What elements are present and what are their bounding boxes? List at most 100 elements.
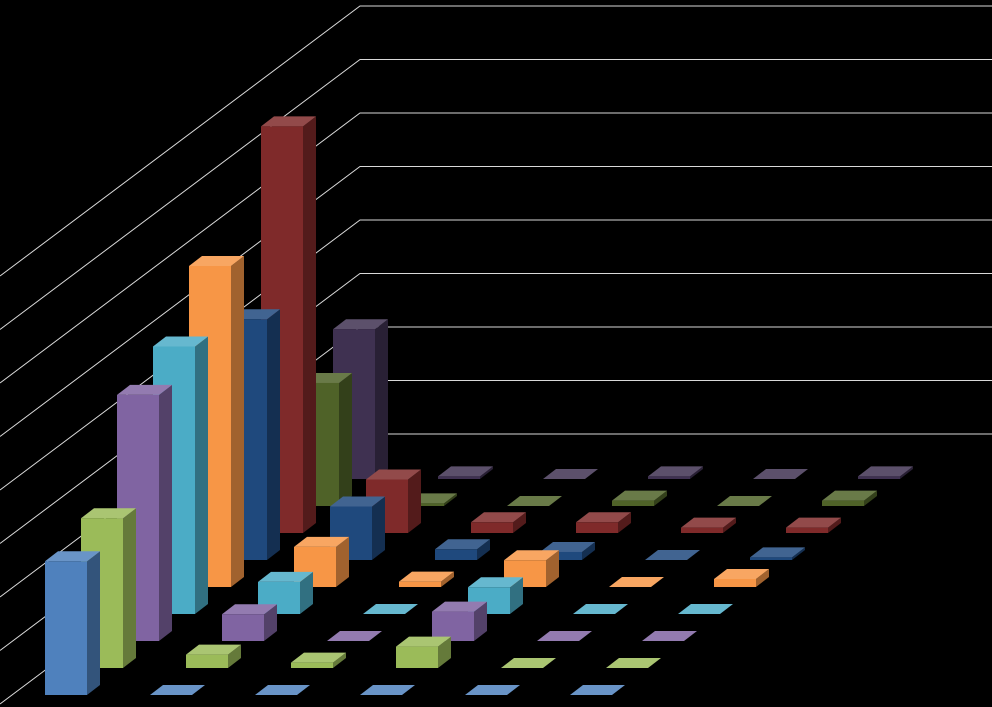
bar-top — [399, 571, 454, 582]
bar-side — [123, 508, 136, 668]
bar-side — [264, 604, 277, 641]
bar-top — [606, 658, 661, 668]
bar-side — [267, 309, 280, 560]
bar — [714, 578, 756, 587]
bar-side — [864, 490, 877, 506]
bar-side — [438, 636, 451, 668]
bar-top — [291, 652, 346, 663]
bar-top — [81, 508, 136, 519]
bar — [750, 557, 792, 560]
bar-side — [300, 571, 313, 614]
bar-top — [681, 517, 736, 528]
bar-side — [303, 116, 316, 534]
bar-top — [189, 256, 244, 266]
bar-side — [756, 568, 769, 587]
bar-top — [642, 631, 697, 641]
bar — [822, 500, 864, 506]
bar-side — [723, 517, 736, 533]
bar-side — [582, 541, 595, 560]
bar-side — [159, 384, 172, 641]
bar-side — [690, 466, 703, 479]
bar — [576, 522, 618, 533]
bar-top — [576, 512, 631, 523]
bar — [291, 662, 333, 668]
bar-side — [333, 652, 346, 668]
bar-side — [444, 493, 457, 506]
bar-top — [612, 490, 667, 501]
bar-top — [153, 336, 208, 347]
bar-top — [501, 658, 556, 668]
bar-top — [327, 631, 382, 641]
bar-side — [336, 536, 349, 587]
bar-top — [609, 577, 664, 587]
bar — [612, 500, 654, 506]
grid-line — [0, 112, 992, 384]
bar-top — [255, 685, 310, 695]
bar-top — [258, 571, 313, 582]
bar-side — [480, 466, 493, 479]
bar-top — [717, 496, 772, 506]
bar-top — [507, 496, 562, 506]
bar-top — [45, 551, 100, 562]
bar-side — [441, 571, 454, 587]
bar-top — [714, 568, 769, 579]
bar-top — [504, 550, 559, 561]
bar-side — [618, 512, 631, 533]
bar-top — [648, 466, 703, 477]
bar-top — [150, 685, 205, 695]
bar-top — [750, 547, 805, 558]
bar-top — [465, 685, 520, 695]
bar-side — [195, 336, 208, 614]
bar-top — [678, 604, 733, 614]
bar-top — [468, 577, 523, 588]
bar-top — [543, 469, 598, 479]
bar-side — [513, 512, 526, 533]
bar-top — [396, 636, 451, 647]
bar-top — [570, 685, 625, 695]
bar — [45, 561, 87, 695]
bar — [858, 476, 900, 479]
bar-side — [474, 601, 487, 641]
bar-side — [87, 551, 100, 695]
bar-side — [828, 517, 841, 533]
bar — [396, 646, 438, 668]
bar-side — [510, 577, 523, 614]
bar — [222, 614, 264, 641]
grid-line — [0, 166, 992, 437]
bar-top — [753, 469, 808, 479]
bar-top — [537, 631, 592, 641]
bar-top — [261, 116, 316, 127]
bar-top — [438, 466, 493, 477]
bar — [186, 654, 228, 668]
bar-top — [222, 604, 277, 615]
bar-top — [333, 319, 388, 330]
bar-side — [231, 256, 244, 587]
bar — [540, 551, 582, 560]
bar-top — [432, 601, 487, 612]
bar-top — [186, 644, 241, 655]
bar-top — [363, 604, 418, 614]
grid-line — [0, 59, 992, 330]
bar-side — [372, 496, 385, 560]
bar — [435, 549, 477, 560]
bar-side — [339, 372, 352, 506]
bar — [432, 611, 474, 641]
bar-top — [471, 512, 526, 523]
bar-side — [477, 539, 490, 560]
bar-side — [546, 550, 559, 587]
bar-side — [408, 469, 421, 533]
bar-side — [900, 466, 913, 479]
bar-side — [654, 490, 667, 506]
grid-line — [0, 5, 992, 277]
bar — [681, 527, 723, 533]
bar — [648, 476, 690, 479]
bar — [402, 503, 444, 506]
bar-top — [435, 539, 490, 550]
bar-top — [366, 469, 421, 480]
bar-top — [573, 604, 628, 614]
bar-top — [540, 541, 595, 552]
bar-side — [375, 319, 388, 479]
bar — [438, 476, 480, 479]
bar — [471, 522, 513, 533]
